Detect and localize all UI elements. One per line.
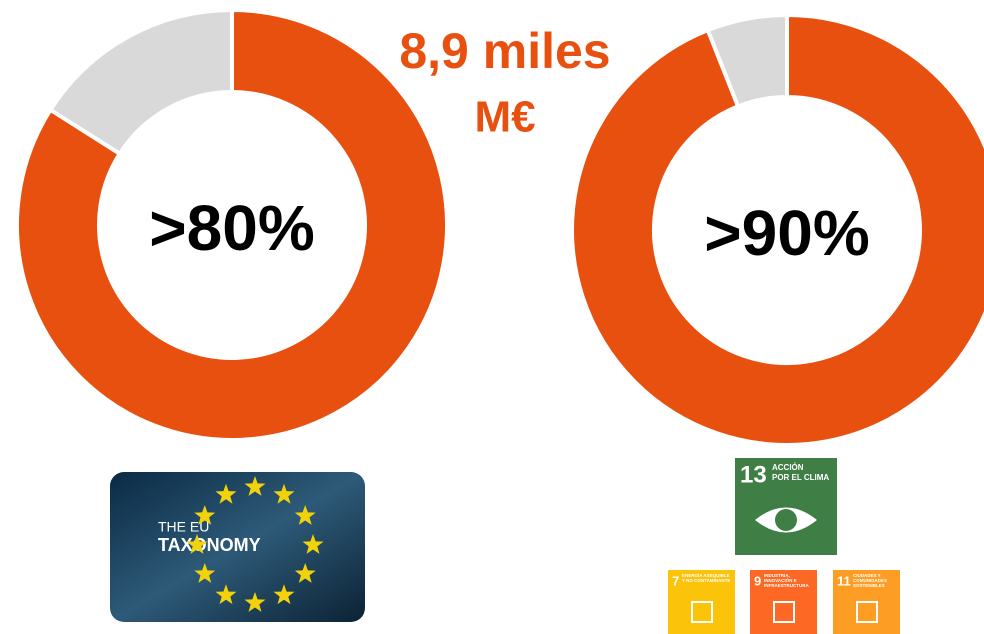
sdg-label: Y NO CONTAMINANTE (682, 578, 730, 583)
sdg-number: 11 (837, 573, 851, 588)
star (186, 534, 208, 554)
badge-background (110, 472, 365, 622)
sdg-label: INDUSTRIA, (764, 573, 790, 578)
sdg-number: 7 (672, 573, 679, 588)
sdg-13: 13 ACCIÓN POR EL CLIMA (735, 458, 837, 555)
star (215, 483, 237, 504)
eu-taxonomy-badge: THE EU TAXONOMY (110, 472, 365, 622)
sdg-label: POR EL CLIMA (772, 473, 829, 482)
sdg-label: INNOVACIÓN E (764, 576, 797, 583)
star (244, 592, 266, 612)
star (273, 584, 295, 605)
star (215, 584, 237, 605)
center-label: >80% (149, 192, 314, 264)
star (294, 505, 316, 525)
star (294, 563, 316, 583)
badge-text: THE EU (158, 519, 209, 535)
star (273, 483, 295, 504)
star (194, 505, 216, 525)
headline: 8,9 miles (399, 23, 610, 79)
sdg-icon (775, 509, 797, 531)
sdg-icon (856, 601, 878, 623)
sdg-number: 9 (754, 573, 761, 588)
sdg-tile (735, 458, 837, 555)
sdg-label: INFRAESTRUCTURA (764, 583, 809, 588)
sdg-number: 13 (740, 461, 767, 488)
badge-text: TAXONOMY (158, 535, 261, 555)
donut-segment (570, 12, 984, 447)
donut-segment (705, 12, 789, 109)
sdg-label: ACCIÓN (772, 463, 804, 472)
donut-segment (47, 7, 234, 157)
star (302, 534, 324, 554)
center-label: >90% (704, 197, 869, 269)
star (244, 476, 266, 496)
star (194, 563, 216, 583)
sdg-label: COMUNIDADES (853, 578, 887, 583)
donut-segment (15, 7, 449, 442)
sdg-label: CIUDADES Y (853, 573, 881, 578)
sdg-label: SOSTENIBLES (853, 583, 885, 588)
headline: M€ (474, 93, 535, 142)
sdg-label: ENERGÍA ASEQUIBLE (682, 571, 730, 578)
sdg-icon (773, 601, 795, 623)
sdg-icon (691, 601, 713, 623)
